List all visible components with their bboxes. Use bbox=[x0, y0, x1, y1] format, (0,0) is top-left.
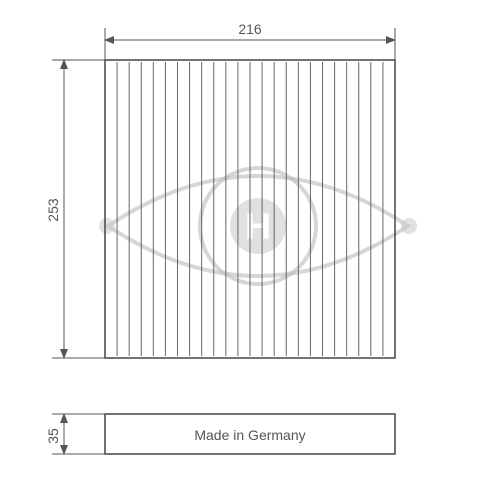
watermark-logo: H bbox=[99, 168, 417, 284]
filter-body bbox=[105, 60, 395, 358]
dimension-height-value: 253 bbox=[45, 198, 61, 222]
dimension-thickness: 35 bbox=[45, 414, 105, 454]
filter-pleats bbox=[117, 62, 383, 356]
filter-side-view: Made in Germany bbox=[105, 414, 395, 454]
dimension-width: 216 bbox=[105, 21, 395, 60]
watermark-letter: H bbox=[245, 206, 271, 247]
diagram-svg: H 216 253 Made in Germany 35 bbox=[0, 0, 500, 500]
dimension-height: 253 bbox=[45, 60, 105, 358]
dimension-width-value: 216 bbox=[238, 21, 262, 37]
diagram-container: H 216 253 Made in Germany 35 bbox=[0, 0, 500, 500]
made-in-label: Made in Germany bbox=[194, 427, 305, 443]
dimension-thickness-value: 35 bbox=[45, 428, 61, 444]
